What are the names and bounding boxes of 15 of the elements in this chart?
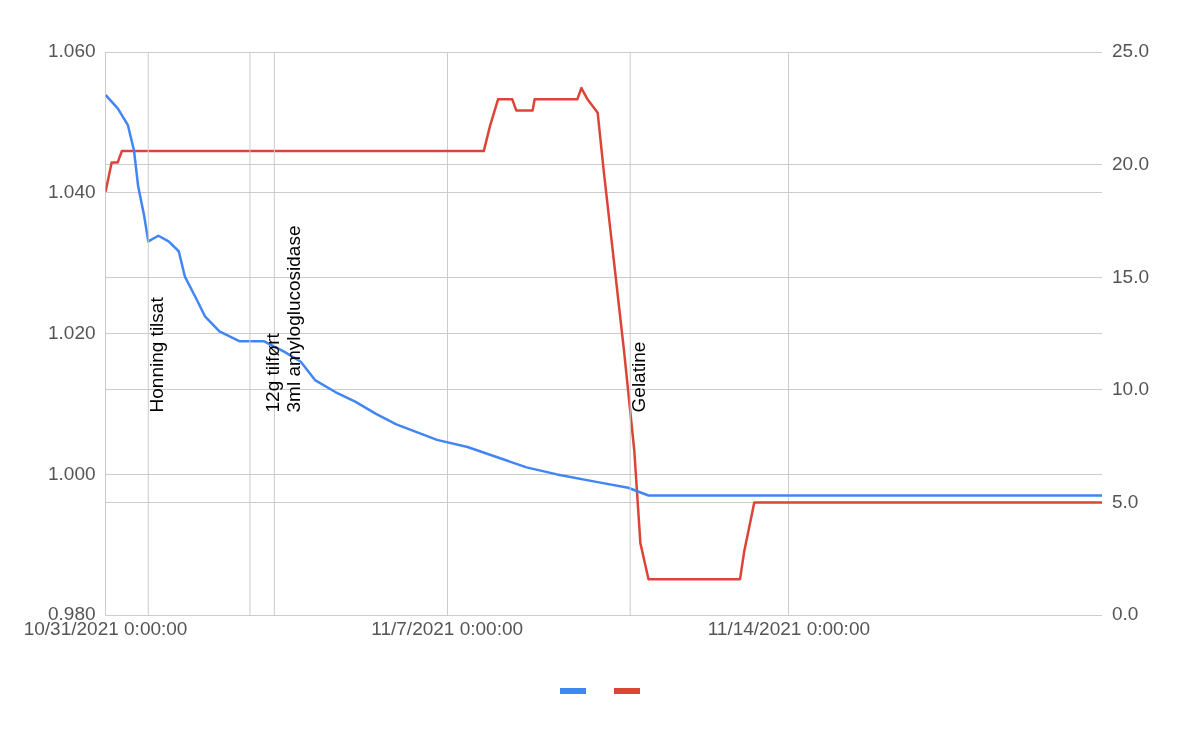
y-tick-label: 1.060 bbox=[48, 40, 96, 62]
x-tick-label: 11/14/2021 0:00:00 bbox=[707, 617, 871, 639]
ref-line-label: 12g tilført 3ml amyloglucosidase bbox=[262, 225, 305, 413]
y2-tick-label: 15.0 bbox=[1112, 265, 1149, 287]
y2-tick-label: 20.0 bbox=[1112, 152, 1149, 174]
x-tick-label: 11/7/2021 0:00:00 bbox=[371, 617, 524, 639]
ref-line-label: Honning tilsat bbox=[145, 296, 167, 413]
y2-tick-label: 5.0 bbox=[1112, 490, 1139, 512]
y-tick-label: 1.020 bbox=[48, 321, 96, 343]
y2-tick-label: 0.0 bbox=[1112, 603, 1139, 625]
ref-line-label: Gelatine bbox=[627, 341, 649, 413]
y-tick-label: 1.000 bbox=[48, 462, 96, 484]
y2-tick-label: 10.0 bbox=[1112, 378, 1149, 400]
y2-tick-label: 25.0 bbox=[1112, 40, 1149, 62]
y-tick-label: 1.040 bbox=[48, 181, 96, 203]
